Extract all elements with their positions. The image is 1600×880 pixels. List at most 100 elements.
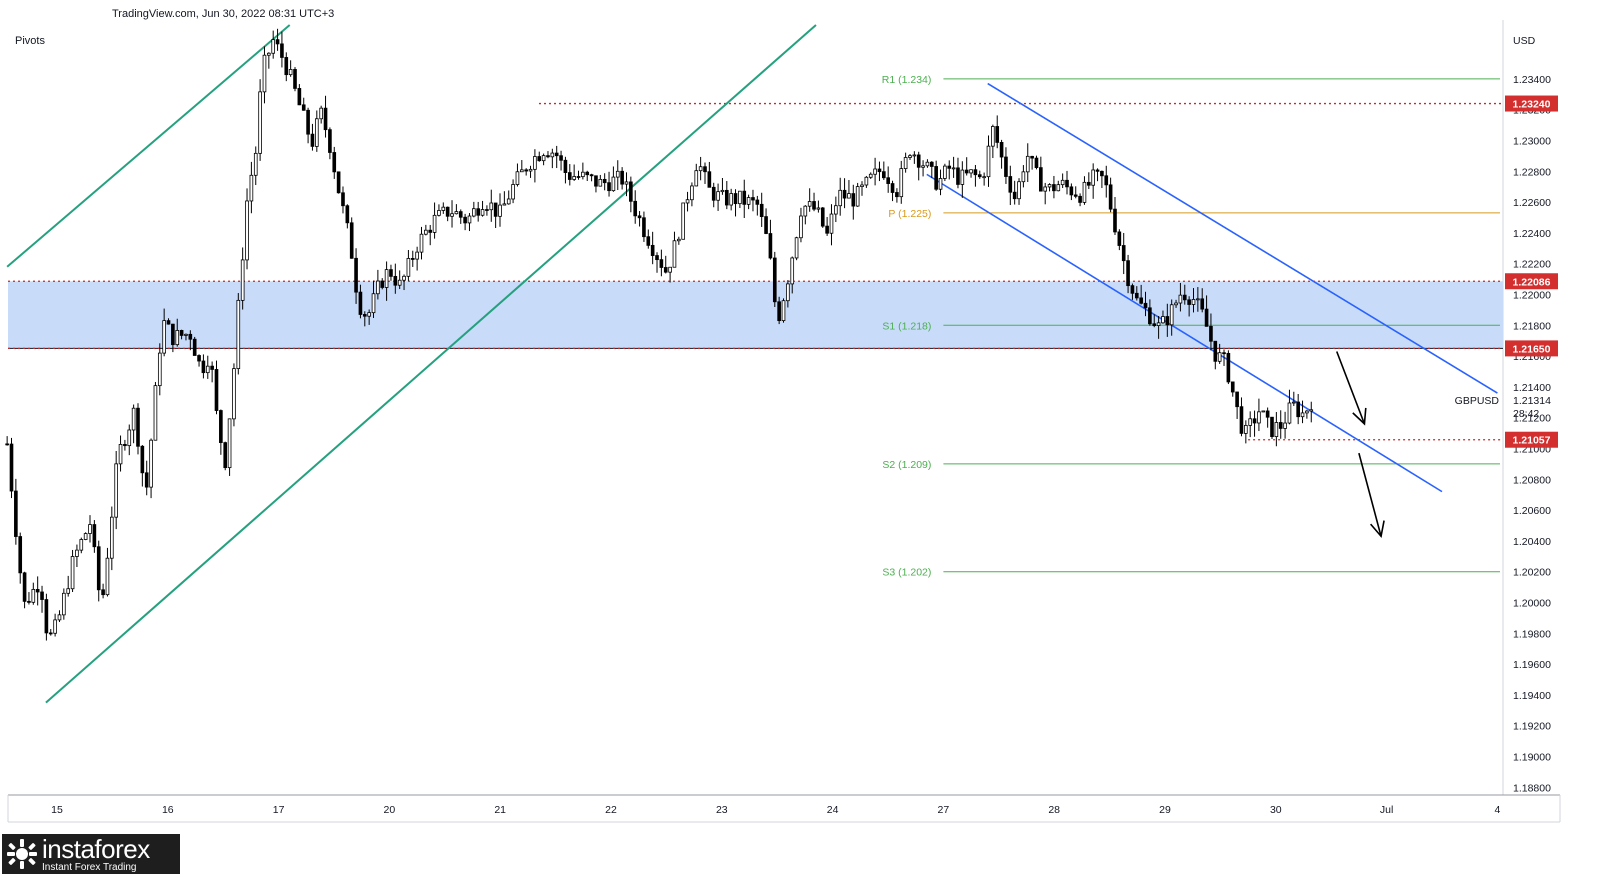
brand-tagline: Instant Forex Trading bbox=[42, 861, 137, 873]
candle bbox=[410, 258, 415, 260]
candle bbox=[376, 280, 380, 295]
candle bbox=[764, 216, 768, 234]
candle bbox=[820, 207, 825, 227]
candle bbox=[1148, 307, 1152, 325]
candle bbox=[240, 259, 245, 301]
currency-label: USD bbox=[1513, 35, 1536, 47]
candle bbox=[1043, 186, 1048, 192]
falling-channel-line[interactable] bbox=[987, 82, 1498, 394]
candle bbox=[293, 69, 297, 89]
candle bbox=[1182, 294, 1187, 301]
brand-name: instaforex bbox=[42, 833, 150, 864]
candle bbox=[537, 156, 542, 162]
candle bbox=[144, 472, 149, 488]
candle bbox=[707, 171, 712, 188]
candle bbox=[816, 207, 821, 210]
candle bbox=[205, 365, 210, 374]
candle bbox=[349, 222, 354, 259]
price-tag bbox=[1505, 273, 1558, 290]
candle bbox=[1008, 176, 1013, 193]
candle bbox=[454, 211, 459, 215]
candle bbox=[598, 178, 603, 187]
candle bbox=[777, 301, 781, 322]
candle bbox=[184, 333, 188, 336]
candle bbox=[118, 443, 123, 465]
pivot-label: S2 (1.209) bbox=[882, 459, 931, 471]
candle bbox=[742, 190, 747, 205]
candle bbox=[354, 257, 358, 293]
candle bbox=[589, 174, 594, 177]
candle bbox=[175, 330, 180, 346]
candle bbox=[659, 259, 664, 268]
candle bbox=[345, 205, 350, 224]
candle bbox=[384, 269, 389, 288]
candle bbox=[358, 291, 363, 315]
price-tag-text: 1.21650 bbox=[1513, 343, 1551, 355]
candle bbox=[511, 184, 515, 200]
candle bbox=[506, 198, 511, 205]
candle bbox=[1174, 302, 1178, 306]
candle bbox=[1130, 285, 1135, 294]
candle bbox=[951, 167, 956, 170]
candle bbox=[751, 197, 755, 201]
candle bbox=[724, 189, 729, 206]
rising-channel-line[interactable] bbox=[6, 24, 291, 268]
candle bbox=[781, 300, 786, 322]
candle bbox=[1121, 245, 1126, 262]
candle bbox=[1178, 294, 1183, 304]
x-tick-label: 27 bbox=[938, 804, 950, 816]
rising-channel-line[interactable] bbox=[45, 24, 817, 704]
candle bbox=[1204, 308, 1209, 327]
candle bbox=[1248, 418, 1253, 426]
candle bbox=[1161, 316, 1165, 324]
x-tick-label: 21 bbox=[494, 804, 506, 816]
candle bbox=[114, 463, 118, 518]
candle bbox=[1165, 316, 1170, 326]
candle bbox=[912, 154, 917, 157]
candle bbox=[960, 169, 965, 185]
support-zone bbox=[8, 281, 1503, 349]
candle bbox=[253, 152, 258, 176]
y-tick-label: 1.19400 bbox=[1513, 690, 1551, 702]
candle bbox=[663, 267, 668, 273]
candle bbox=[1139, 297, 1143, 304]
x-tick-label: Jul bbox=[1380, 804, 1393, 816]
candle bbox=[925, 161, 930, 167]
candle bbox=[476, 208, 481, 216]
instaforex-watermark: instaforex Instant Forex Trading bbox=[2, 834, 180, 874]
candle bbox=[903, 157, 908, 169]
candle bbox=[1039, 167, 1043, 192]
y-tick-label: 1.19000 bbox=[1513, 752, 1551, 764]
candle bbox=[1265, 410, 1270, 418]
candle bbox=[685, 199, 690, 204]
falling-channel-line[interactable] bbox=[926, 173, 1443, 493]
candle bbox=[371, 293, 376, 314]
candle bbox=[275, 39, 280, 45]
candle bbox=[393, 275, 398, 286]
candle bbox=[567, 172, 572, 180]
candle bbox=[75, 549, 79, 557]
candle bbox=[1117, 231, 1122, 246]
candle bbox=[96, 546, 101, 591]
candle bbox=[40, 591, 44, 600]
candle bbox=[493, 202, 498, 217]
last-price-label: 1.21314 bbox=[1513, 395, 1551, 407]
x-tick-label: 4 bbox=[1494, 804, 1500, 816]
candle bbox=[232, 368, 236, 420]
candle bbox=[301, 104, 306, 111]
candle bbox=[380, 280, 385, 288]
candle bbox=[1004, 156, 1008, 177]
candle bbox=[162, 320, 166, 354]
candle bbox=[1305, 410, 1309, 414]
y-tick-label: 1.19600 bbox=[1513, 659, 1551, 671]
indicator-name[interactable]: Pivots bbox=[15, 35, 45, 47]
candle bbox=[88, 524, 92, 534]
candle bbox=[48, 632, 53, 635]
candle bbox=[367, 312, 371, 317]
y-tick-label: 1.22400 bbox=[1513, 228, 1551, 240]
candle bbox=[746, 197, 751, 205]
candle bbox=[336, 171, 341, 194]
candle bbox=[1226, 352, 1231, 383]
candle bbox=[1187, 299, 1191, 305]
